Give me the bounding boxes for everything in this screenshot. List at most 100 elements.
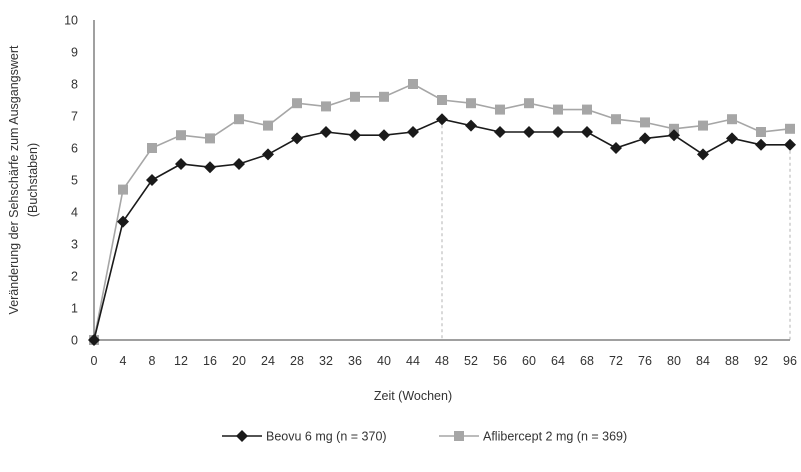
data-point — [756, 127, 766, 137]
data-point — [495, 104, 505, 115]
x-tick-label: 24 — [261, 354, 275, 368]
x-tick-label: 96 — [783, 354, 797, 368]
x-tick-label: 52 — [464, 354, 478, 368]
data-point — [611, 114, 621, 125]
x-tick-label: 16 — [203, 354, 217, 368]
series-aflibercept — [89, 79, 795, 345]
x-tick-label: 36 — [348, 354, 362, 368]
data-point — [466, 98, 476, 109]
data-point — [582, 104, 592, 115]
data-point — [524, 98, 534, 109]
data-point — [726, 132, 738, 145]
data-point — [669, 123, 679, 134]
y-axis-title-line-1: Veränderung der Sehschärfe zum Ausgangsw… — [7, 45, 21, 314]
legend-marker — [454, 431, 464, 441]
data-point — [147, 143, 157, 153]
legend-label: Beovu 6 mg (n = 370) — [266, 430, 387, 444]
x-axis-title: Zeit (Wochen) — [374, 389, 452, 403]
data-point — [553, 104, 563, 115]
x-tick-labels: 0 4 8 12 16 20 24 28 32 36 40 44 48 52 56 60 64 68 72 76 80 8… — [91, 354, 797, 368]
data-point — [175, 158, 187, 170]
y-tick-label: 2 — [71, 270, 78, 284]
x-tick-label: 56 — [493, 354, 507, 368]
reference-lines — [441, 119, 791, 340]
data-point — [292, 98, 302, 109]
x-tick-label: 92 — [754, 354, 768, 368]
y-tick-label: 5 — [71, 174, 78, 188]
legend-marker — [236, 430, 248, 442]
data-point — [263, 120, 273, 131]
y-tick-label: 9 — [71, 46, 78, 60]
data-point — [349, 129, 361, 142]
data-point — [639, 132, 651, 145]
x-tick-label: 20 — [232, 354, 246, 368]
y-tick-label: 7 — [71, 110, 78, 124]
data-point — [204, 161, 216, 174]
data-point — [640, 117, 650, 128]
y-tick-label: 3 — [71, 238, 78, 252]
data-point — [146, 174, 158, 186]
x-tick-label: 72 — [609, 354, 623, 368]
x-tick-label: 4 — [120, 354, 127, 368]
x-tick-label: 88 — [725, 354, 739, 368]
data-point — [465, 119, 477, 132]
data-point — [494, 126, 506, 138]
data-point — [118, 184, 128, 195]
data-point — [698, 120, 708, 131]
data-point — [234, 114, 244, 125]
data-point — [262, 148, 274, 161]
x-tick-label: 76 — [638, 354, 652, 368]
data-point — [407, 126, 419, 138]
legend-item: Aflibercept 2 mg (n = 369) — [439, 430, 627, 444]
plot-area — [88, 79, 796, 346]
x-tick-label: 44 — [406, 354, 420, 368]
legend: Beovu 6 mg (n = 370) Aflibercept 2 mg (n … — [222, 430, 627, 444]
data-point — [321, 101, 331, 112]
axes — [93, 20, 790, 341]
data-point — [697, 148, 709, 161]
data-point — [523, 126, 535, 138]
data-point — [552, 126, 564, 138]
data-point — [610, 142, 622, 154]
data-point — [350, 91, 360, 102]
y-tick-label: 4 — [71, 206, 78, 220]
data-point — [408, 79, 418, 89]
data-point — [436, 113, 448, 126]
data-point — [378, 129, 390, 142]
y-tick-label: 0 — [71, 334, 78, 348]
data-point — [581, 126, 593, 138]
data-point — [437, 95, 447, 105]
x-tick-label: 80 — [667, 354, 681, 368]
y-tick-labels: 0 1 2 3 4 5 6 7 8 9 10 — [64, 14, 78, 348]
y-tick-label: 6 — [71, 142, 78, 156]
legend-item: Beovu 6 mg (n = 370) — [222, 430, 387, 444]
y-tick-label: 8 — [71, 78, 78, 92]
x-tick-label: 8 — [149, 354, 156, 368]
x-tick-label: 64 — [551, 354, 565, 368]
legend-label: Aflibercept 2 mg (n = 369) — [483, 430, 627, 444]
data-point — [785, 123, 795, 134]
data-point — [379, 91, 389, 102]
x-tick-label: 28 — [290, 354, 304, 368]
series-beovu — [88, 113, 796, 346]
data-point — [668, 129, 680, 142]
data-point — [784, 138, 796, 151]
y-axis-title-line-2: (Buchstaben) — [26, 143, 40, 217]
x-tick-label: 12 — [174, 354, 188, 368]
x-tick-label: 68 — [580, 354, 594, 368]
y-tick-label: 1 — [71, 302, 78, 316]
x-tick-label: 0 — [91, 354, 98, 368]
data-point — [88, 334, 100, 346]
data-point — [117, 215, 129, 228]
data-point — [233, 158, 245, 170]
x-tick-label: 84 — [696, 354, 710, 368]
data-point — [176, 130, 186, 141]
y-tick-label: 10 — [64, 14, 78, 28]
data-point — [291, 132, 303, 145]
data-point — [320, 126, 332, 138]
x-tick-label: 48 — [435, 354, 449, 368]
data-point — [727, 114, 737, 125]
x-tick-label: 32 — [319, 354, 333, 368]
data-point — [755, 138, 767, 151]
